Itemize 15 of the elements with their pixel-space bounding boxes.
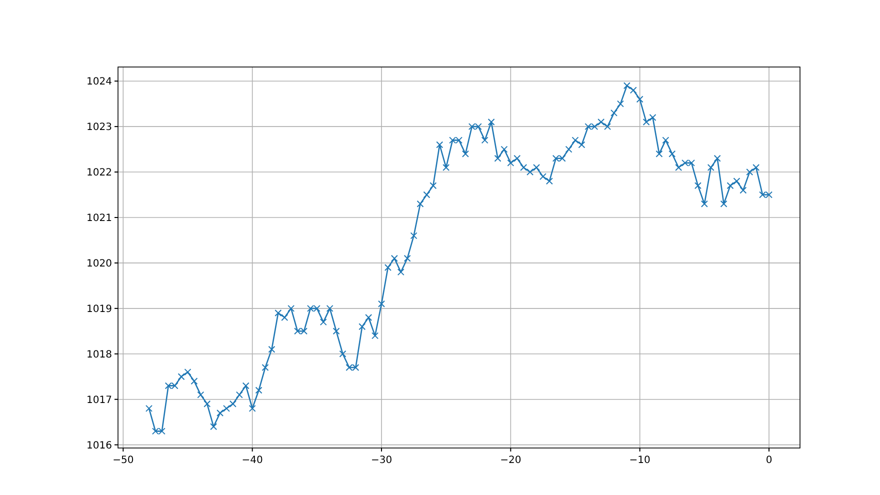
y-tick-label: 1020 (86, 258, 112, 270)
y-tick-label: 1022 (86, 168, 112, 179)
x-tick-label: 0 (766, 455, 772, 466)
x-tick-label: −50 (112, 455, 134, 466)
x-tick-label: −30 (370, 455, 392, 466)
y-tick-label: 1018 (86, 349, 112, 360)
y-tick-label: 1019 (86, 304, 112, 315)
y-tick-label: 1021 (86, 212, 112, 224)
y-tick-label: 1017 (86, 394, 112, 406)
y-tick-label: 1016 (86, 440, 112, 452)
x-tick-label: −10 (629, 455, 650, 466)
y-tick-label: 1024 (86, 76, 112, 88)
x-tick-label: −20 (500, 455, 522, 466)
x-tick-label: −40 (242, 455, 263, 466)
y-tick-label: 1023 (86, 122, 112, 134)
